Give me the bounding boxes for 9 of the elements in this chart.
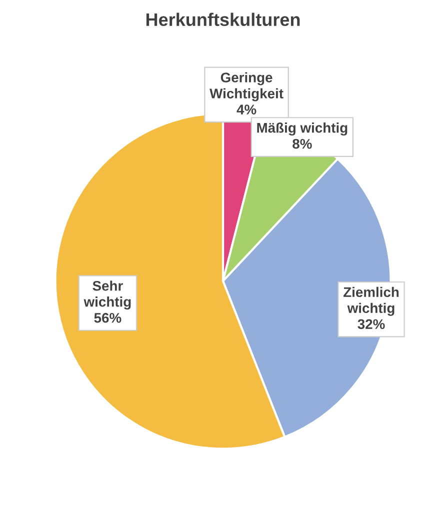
data-label: 8%	[292, 138, 312, 149]
slice-label: Sehr wichtig	[84, 280, 131, 310]
data-label: 56%	[94, 312, 122, 323]
slice-label: Geringe Wichtigkeit	[210, 72, 284, 102]
slice-label: Mäßig wichtig	[257, 122, 348, 136]
data-label: 4%	[236, 104, 256, 114]
data-label: 32%	[358, 319, 385, 330]
slice-label: Ziemlich wichtig	[344, 286, 399, 316]
chart-title: Herkunftskulturen	[146, 12, 300, 26]
